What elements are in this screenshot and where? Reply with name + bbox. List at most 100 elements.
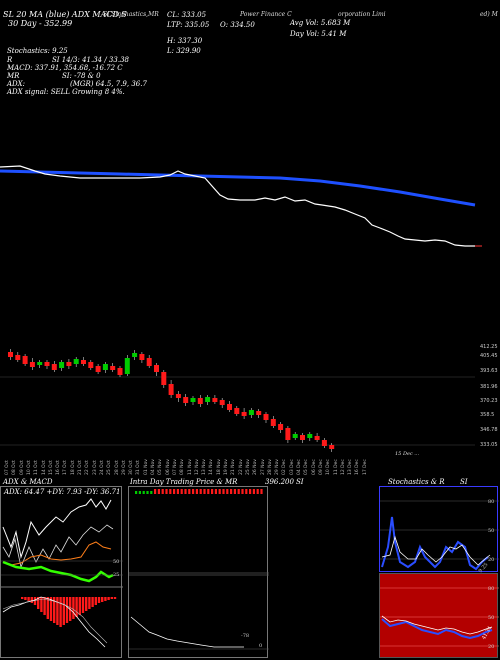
macd-histogram-bar (49, 597, 53, 621)
candle-body (8, 352, 13, 357)
date-label: 04 Dec (297, 459, 302, 475)
intraday-si-label: SI (296, 478, 304, 486)
candle-body (212, 398, 218, 402)
intraday-bar (214, 489, 217, 494)
date-label: 28 Nov (267, 459, 273, 475)
intraday-bar (207, 489, 210, 494)
candle-body (270, 419, 276, 426)
intraday-price: 396.200 (265, 478, 294, 486)
adx-panel: ADX: 64.47 +DY: 7.93 -DY: 36.71 50 25 (0, 486, 123, 658)
macd-histogram-bar (81, 597, 85, 613)
price-axis-label: 381.96 (480, 384, 498, 390)
intraday-bar (245, 489, 248, 494)
adx-level-label: 50 (113, 559, 120, 565)
macd-values: MACD: 337.91, 354.68, -16.72 C (7, 64, 123, 72)
date-label: 17 Oct (63, 460, 69, 475)
candle-body (22, 356, 28, 364)
date-label: 12 Nov (194, 459, 200, 475)
macd-orange-line (2, 541, 112, 566)
macd-histogram-bar (85, 597, 88, 611)
macd-histogram-bar (104, 597, 107, 601)
macd-histogram-bar (53, 597, 56, 623)
candle-body (197, 398, 203, 404)
intraday-bar (230, 489, 233, 494)
date-label: 10 Oct (26, 460, 32, 475)
date-label: 07 Oct (5, 460, 10, 475)
macd-histogram-bar (62, 597, 65, 625)
price-axis-label: 412.25 (480, 344, 498, 350)
rsi-level-label: 50 (488, 615, 495, 621)
intraday-bar (192, 489, 195, 494)
macd-histogram-bar (78, 597, 81, 615)
candle-body (190, 398, 196, 402)
rsi-panel: 80 50 20 41.34 (379, 573, 499, 658)
macd-histogram-bar (69, 597, 72, 621)
candle-body (66, 362, 72, 366)
intraday-bar (226, 489, 229, 494)
intraday-bar (135, 491, 138, 494)
macd-histogram-bar (91, 597, 94, 607)
date-label: 25 Nov (245, 459, 251, 475)
company-name-part2: orporation Limi (338, 11, 386, 18)
date-label: 11 Oct (34, 460, 40, 475)
macd-histogram-bar (56, 597, 59, 625)
macd-histogram (21, 597, 117, 627)
date-label: 15 Oct (48, 460, 54, 475)
macd-histogram-bar (72, 597, 75, 619)
date-label: 02 Dec (282, 459, 288, 475)
open-label: O: 334.50 (220, 21, 255, 29)
candle-body (29, 362, 35, 367)
stoch-blue-line (381, 516, 489, 571)
stoch-level-label: 20 (488, 557, 495, 563)
date-label: 12 Dec (340, 459, 346, 475)
adx-signal: ADX signal: SELL Growing 8 4%. (7, 88, 125, 96)
date-label: 13 Dec (348, 459, 354, 475)
candle-body (314, 436, 320, 440)
candle-body (263, 414, 269, 420)
candle-body (256, 411, 262, 415)
adx-label: ADX: (7, 80, 26, 88)
macd-histogram-bar (97, 597, 101, 603)
intraday-bar (203, 489, 206, 494)
candle-body (248, 410, 254, 415)
rsi-white-line (381, 615, 493, 635)
intraday-bar (256, 489, 259, 494)
rsi-level-label: 20 (488, 644, 495, 650)
last-date-note: 15 Dec ... (395, 451, 420, 457)
candle-body (241, 412, 247, 416)
r-label: R (7, 56, 13, 64)
candle-body (37, 362, 43, 365)
company-name-part3: ed) M (480, 11, 498, 18)
date-label: 31 Oct (136, 460, 142, 475)
candle-body (154, 365, 159, 372)
candle-body (285, 428, 291, 440)
macd-histogram-bar (37, 597, 40, 609)
adx-panel-svg (1, 498, 123, 648)
intraday-bar (260, 489, 263, 494)
intraday-bar (142, 491, 145, 494)
candle-body (124, 358, 130, 374)
candle-body (307, 434, 313, 438)
candle-body (132, 353, 138, 357)
candle-body (227, 404, 232, 410)
ma-line (0, 169, 476, 207)
stoch-level-label: 50 (488, 528, 495, 534)
date-label: 21 Nov (231, 459, 237, 475)
macd-histogram-bar (94, 597, 97, 605)
macd-histogram-bar (21, 597, 24, 599)
macd-histogram-bar (43, 597, 46, 615)
intraday-bar (176, 489, 179, 494)
candle-body (183, 397, 189, 403)
intraday-bar (146, 491, 149, 494)
macd-histogram-bar (88, 597, 91, 609)
intraday-panel-title: Intra Day Trading Price & MR (130, 478, 238, 486)
macd-histogram-bar (59, 597, 62, 627)
intraday-bars (135, 489, 263, 494)
cl-label: CL: 333.05 (167, 11, 207, 19)
macd-histogram-bar (65, 597, 69, 623)
date-label: 16 Dec (355, 459, 361, 475)
date-label: 27 Nov (260, 459, 266, 475)
company-name-part1: Power Finance C (240, 11, 292, 18)
stoch-panel-svg (380, 500, 499, 571)
